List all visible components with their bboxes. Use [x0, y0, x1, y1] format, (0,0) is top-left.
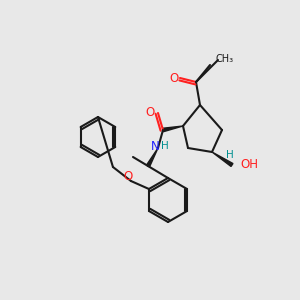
Text: OH: OH [240, 158, 258, 172]
Text: N: N [151, 140, 159, 152]
Text: O: O [146, 106, 154, 119]
Polygon shape [163, 126, 183, 132]
Text: O: O [169, 71, 178, 85]
Text: CH₃: CH₃ [215, 54, 233, 64]
Text: H: H [226, 150, 234, 160]
Text: H: H [161, 141, 169, 151]
Polygon shape [146, 148, 158, 167]
Text: O: O [123, 170, 133, 184]
Polygon shape [212, 152, 233, 166]
